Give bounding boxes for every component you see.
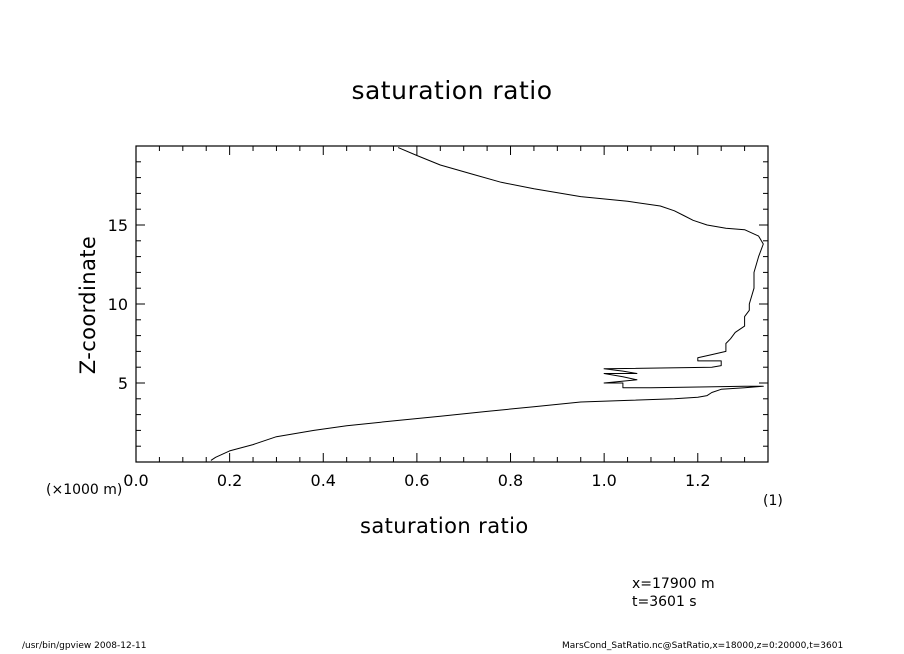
y-unit-label: (×1000 m) [46,482,123,498]
x-tick-label: 0.4 [311,471,336,490]
y-axis-label: Z-coordinate [76,235,100,375]
x-tick-label: 0.0 [123,471,148,490]
footer-program-date: /usr/bin/gpview 2008-12-11 [22,641,147,651]
info-time: t=3601 s [632,594,697,610]
info-x-position: x=17900 m [632,576,715,592]
x-axis-label: saturation ratio [360,514,529,538]
y-tick-label: 10 [108,295,128,314]
chart-title: saturation ratio [351,76,553,105]
footer-data-source: MarsCond_SatRatio.nc@SatRatio,x=18000,z=… [562,641,844,651]
series-line-0 [210,147,764,461]
x-tick-label: 0.6 [404,471,429,490]
x-unit-label: (1) [763,493,783,509]
x-tick-label: 0.2 [217,471,242,490]
y-tick-label: 5 [118,374,128,393]
y-tick-label: 15 [108,216,128,235]
x-tick-label: 1.0 [591,471,616,490]
x-tick-label: 0.8 [498,471,523,490]
x-tick-label: 1.2 [685,471,710,490]
